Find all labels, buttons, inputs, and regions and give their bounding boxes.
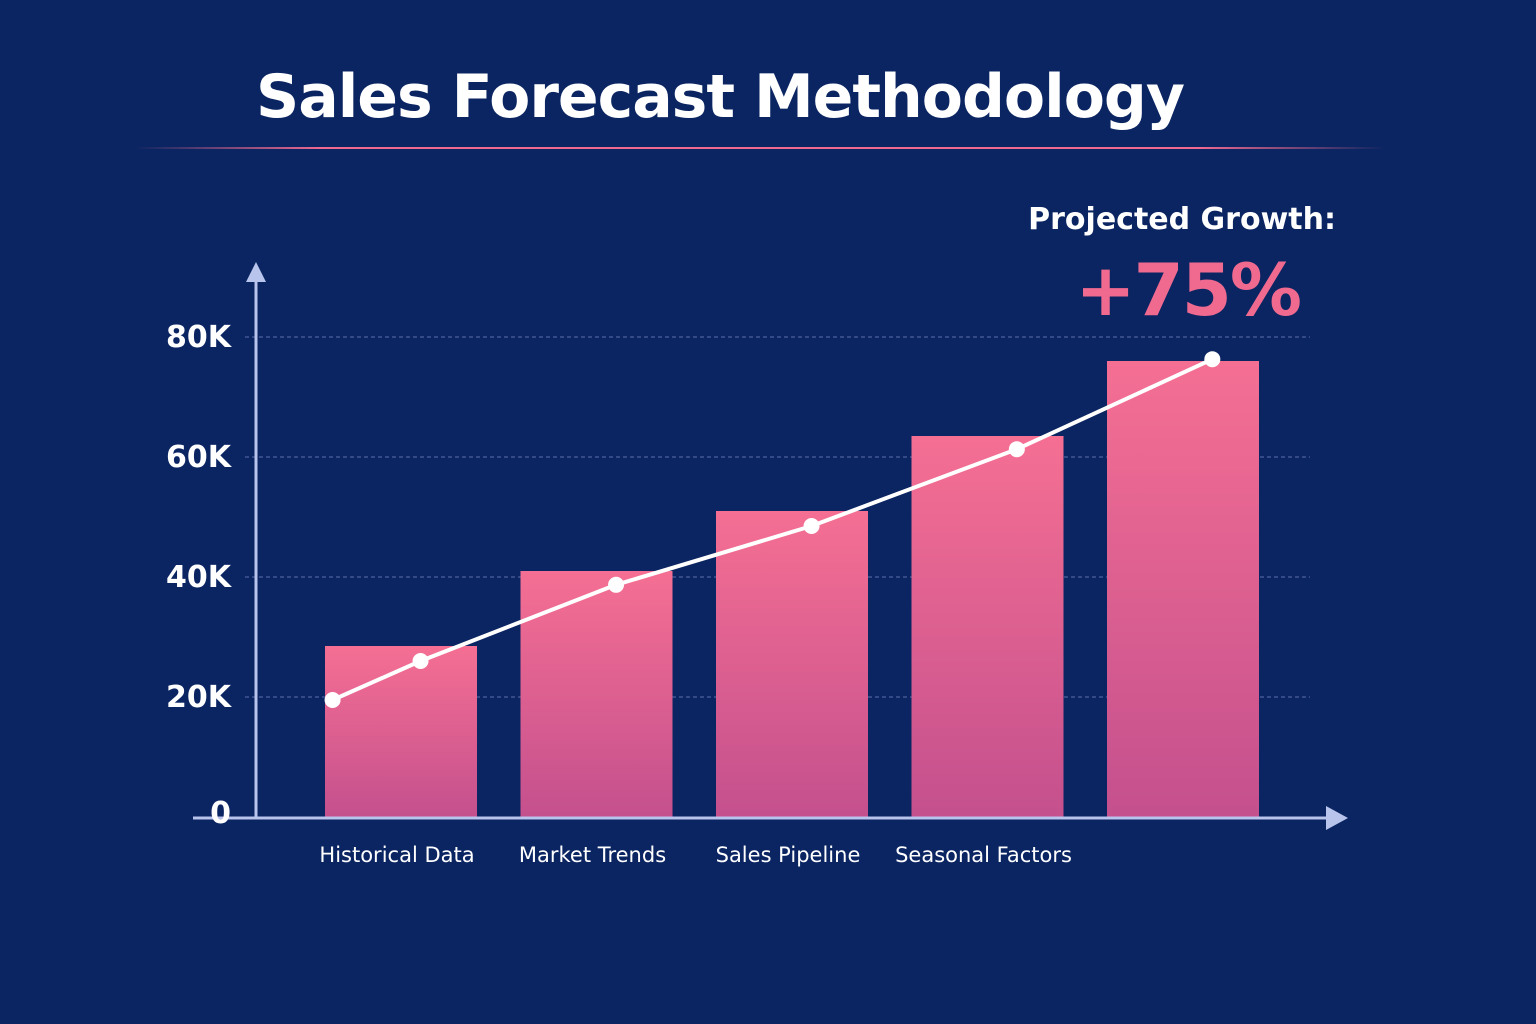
x-category-label: Market Trends xyxy=(519,843,666,867)
trend-point xyxy=(324,692,341,708)
bar xyxy=(716,511,868,817)
chart-title: Sales Forecast Methodology xyxy=(256,62,1185,132)
y-tick-label: 80K xyxy=(166,320,233,355)
x-axis-arrow-icon xyxy=(1326,806,1348,830)
bar xyxy=(1107,361,1259,817)
y-axis-arrow-icon xyxy=(246,262,266,282)
trend-point xyxy=(803,518,820,534)
trend-point xyxy=(1008,441,1025,458)
projected-growth-value: +75% xyxy=(1075,248,1302,332)
trend-line xyxy=(331,357,1214,702)
title-divider xyxy=(135,147,1385,149)
bar xyxy=(325,646,477,817)
y-tick-label: 60K xyxy=(166,440,233,475)
x-category-label: Historical Data xyxy=(319,843,474,867)
x-category-label: Seasonal Factors xyxy=(895,843,1072,867)
trend-point xyxy=(1204,351,1221,368)
bar xyxy=(520,571,673,817)
x-category-label: Sales Pipeline xyxy=(716,843,861,867)
y-tick-label: 20K xyxy=(166,680,233,715)
bar xyxy=(911,436,1064,817)
y-tick-label: 0 xyxy=(210,796,231,831)
trend-point xyxy=(608,576,625,593)
trend-point xyxy=(412,653,429,669)
y-tick-label: 40K xyxy=(166,560,233,595)
projected-growth-label: Projected Growth: xyxy=(1028,202,1336,237)
